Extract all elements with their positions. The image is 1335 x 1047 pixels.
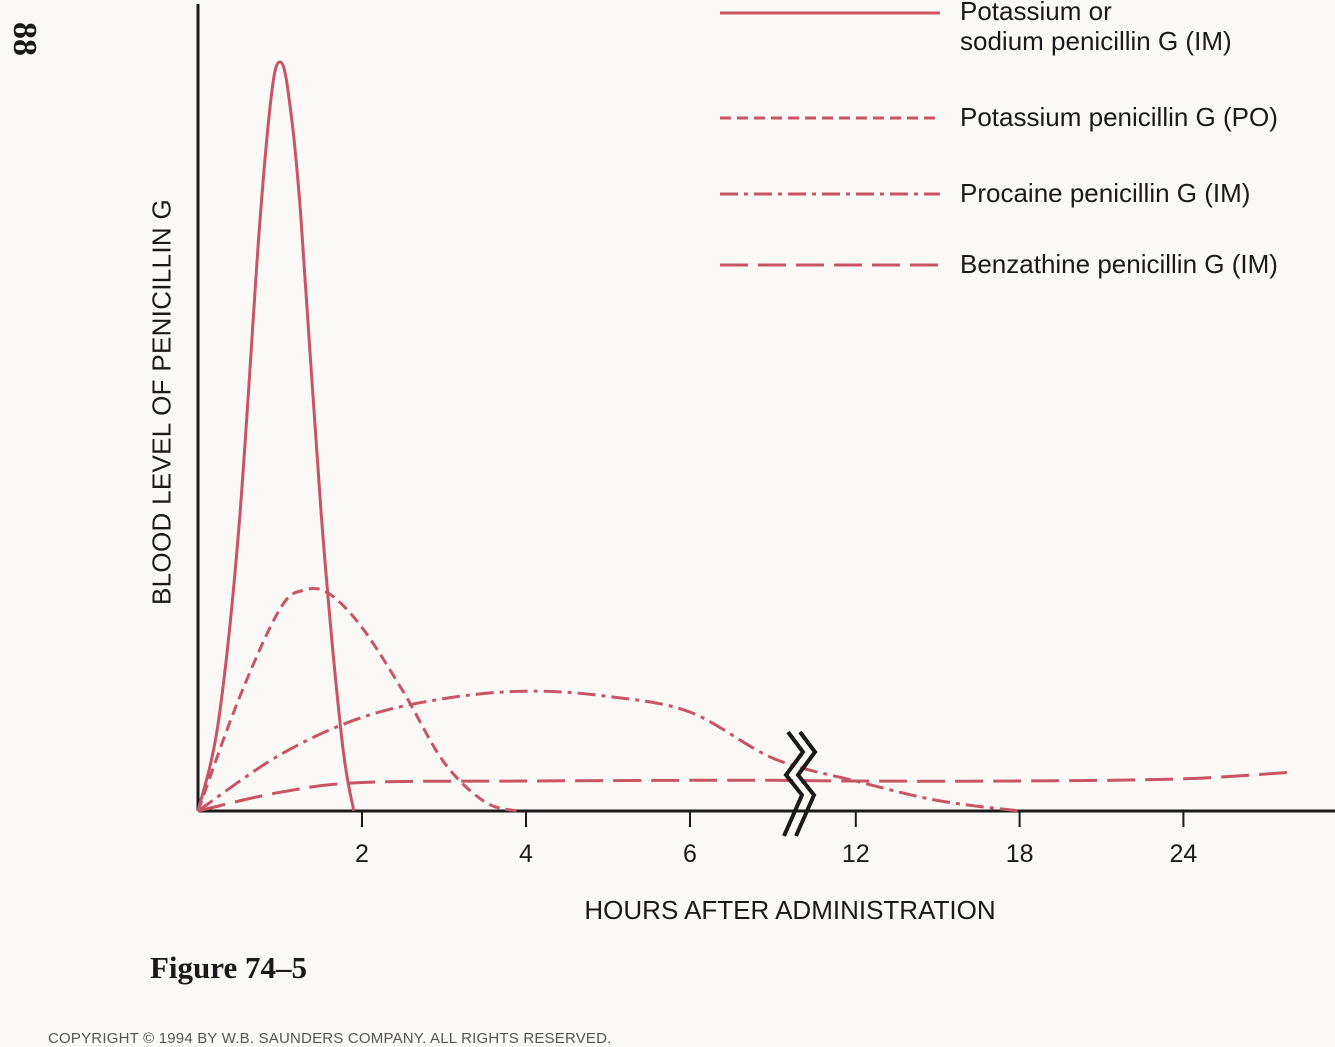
axis-break-line-1 xyxy=(782,730,806,837)
x-tick-label-12: 12 xyxy=(841,840,870,868)
curves xyxy=(196,60,1293,813)
series-line-2 xyxy=(196,586,519,813)
legend-label-2: Potassium penicillin G (PO) xyxy=(960,102,1278,132)
x-tick-label-24: 24 xyxy=(1169,840,1198,868)
copyright-notice: COPYRIGHT © 1994 BY W.B. SAUNDERS COMPAN… xyxy=(48,1030,612,1047)
axes xyxy=(196,4,1335,813)
legend-label-3: Procaine penicillin G (IM) xyxy=(960,178,1251,208)
x-tick-label-6: 6 xyxy=(683,840,697,868)
axis-break-mark xyxy=(782,730,818,837)
legend-lines xyxy=(720,11,940,267)
legend-label-4: Benzathine penicillin G (IM) xyxy=(960,249,1278,279)
series-line-4 xyxy=(197,770,1293,813)
legend-label-1: Potassium or sodium penicillin G (IM) xyxy=(960,0,1232,56)
x-tick-label-18: 18 xyxy=(1005,840,1034,868)
x-tick-label-2: 2 xyxy=(355,840,369,868)
x-tick-label-4: 4 xyxy=(519,840,533,868)
x-axis-label: HOURS AFTER ADMINISTRATION xyxy=(584,895,996,925)
figure-caption: Figure 74–5 xyxy=(150,950,307,985)
x-ticks xyxy=(361,811,1185,827)
series-line-3 xyxy=(197,689,1020,813)
series-line-1 xyxy=(196,60,356,812)
axis-break-line-2 xyxy=(794,730,818,837)
y-axis-label: BLOOD LEVEL OF PENICILLIN G xyxy=(146,199,177,605)
